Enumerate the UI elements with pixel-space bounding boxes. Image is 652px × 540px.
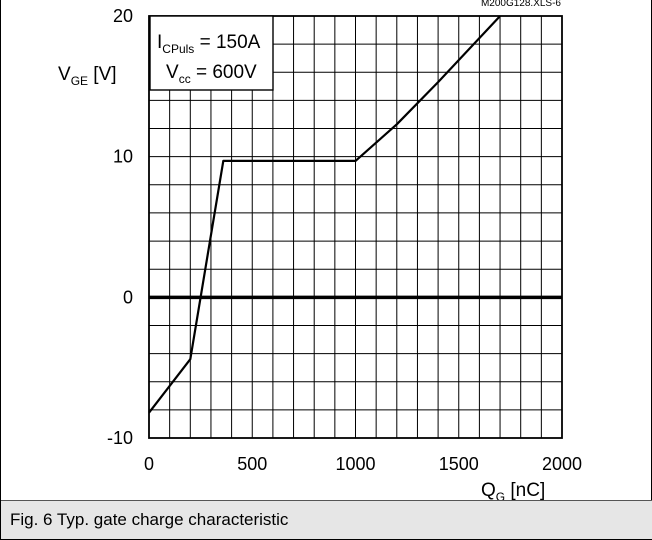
x-axis-label: QG [nC] (481, 480, 545, 500)
plot-border (148, 15, 563, 439)
annotation-frame (149, 15, 274, 91)
x-tick-label: 0 (144, 454, 154, 474)
annotation-box: ICPuls = 150A Vcc = 600V (149, 15, 274, 91)
annotation-line-1: ICPuls = 150A (157, 32, 261, 56)
y-tick-label: 0 (123, 287, 133, 307)
y-tick-label: 10 (113, 147, 133, 167)
gate-charge-chart: 0 500 1000 1500 2000 -10 0 10 20 ICPuls = 150A V… (58, 0, 582, 500)
tick-labels: 0 500 1000 1500 2000 -10 0 10 20 (107, 6, 582, 474)
annotation-line-2: Vcc = 600V (166, 62, 257, 86)
caption-bar: Fig. 6 Typ. gate charge characteristic (1, 500, 652, 540)
x-tick-label: 500 (237, 454, 267, 474)
series-line (148, 15, 501, 414)
y-tick-label: -10 (107, 428, 133, 448)
x-tick-label: 2000 (542, 454, 582, 474)
y-axis-label: VGE [V] (58, 64, 117, 88)
x-tick-label: 1000 (335, 454, 375, 474)
figure-caption: Fig. 6 Typ. gate charge characteristic (10, 510, 289, 529)
x-tick-label: 1500 (439, 454, 479, 474)
y-tick-label: 20 (113, 6, 133, 26)
file-id: M200G128.XLS-6 (481, 0, 561, 9)
